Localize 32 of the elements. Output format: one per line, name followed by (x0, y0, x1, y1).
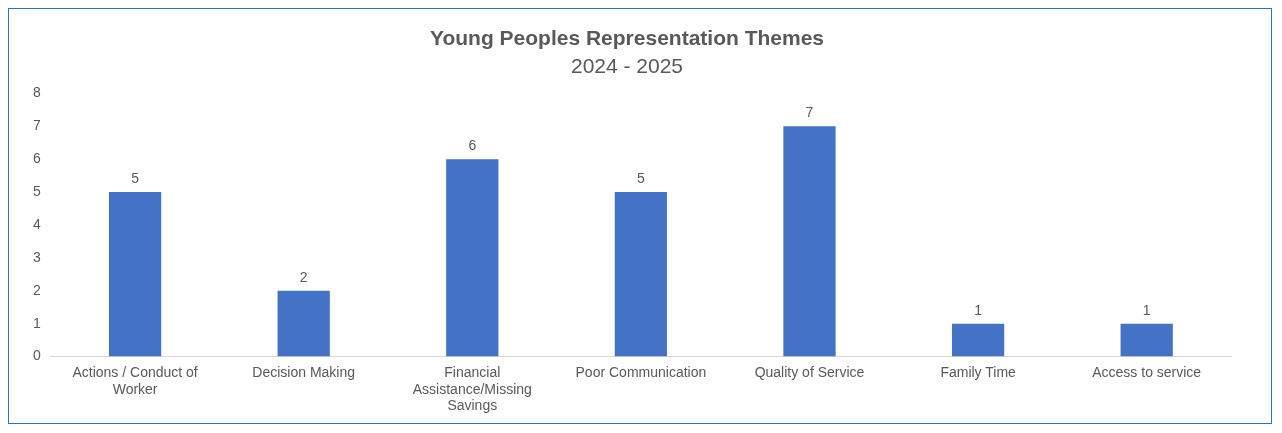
data-label: 1 (1142, 301, 1151, 318)
bar (1120, 323, 1173, 357)
y-tick-label: 5 (32, 182, 41, 199)
chart-title: Young Peoples Representation Themes (429, 26, 825, 50)
y-tick-label: 7 (32, 117, 41, 134)
chart-subtitle: 2024 - 2025 (570, 53, 684, 77)
x-tick-label: Financial Assistance/Missing Savings (412, 363, 532, 414)
x-tick-label: Poor Communication (575, 363, 707, 380)
bar (108, 192, 162, 357)
y-tick-label: 6 (32, 150, 41, 167)
data-label: 1 (974, 301, 983, 318)
x-tick-label: Actions / Conduct of Worker (72, 363, 198, 397)
x-tick-label: Family Time (940, 363, 1017, 380)
x-tick-label: Decision Making (252, 363, 356, 380)
data-label: 5 (131, 169, 140, 186)
bar (783, 126, 836, 357)
bar (614, 192, 668, 357)
y-tick-label: 4 (32, 215, 41, 232)
data-label: 5 (636, 169, 645, 186)
data-label: 6 (468, 137, 477, 154)
data-label: 2 (299, 268, 308, 285)
y-tick-label: 3 (32, 248, 41, 265)
x-tick-label: Access to service (1092, 363, 1202, 380)
bar (446, 159, 499, 357)
bar (277, 290, 330, 357)
bar (951, 323, 1005, 357)
x-tick-label: Quality of Service (754, 363, 865, 380)
y-tick-label: 1 (32, 314, 41, 331)
y-tick-label: 0 (32, 347, 41, 364)
y-tick-label: 2 (32, 281, 41, 298)
data-label: 7 (805, 104, 814, 121)
y-tick-label: 8 (32, 84, 41, 101)
